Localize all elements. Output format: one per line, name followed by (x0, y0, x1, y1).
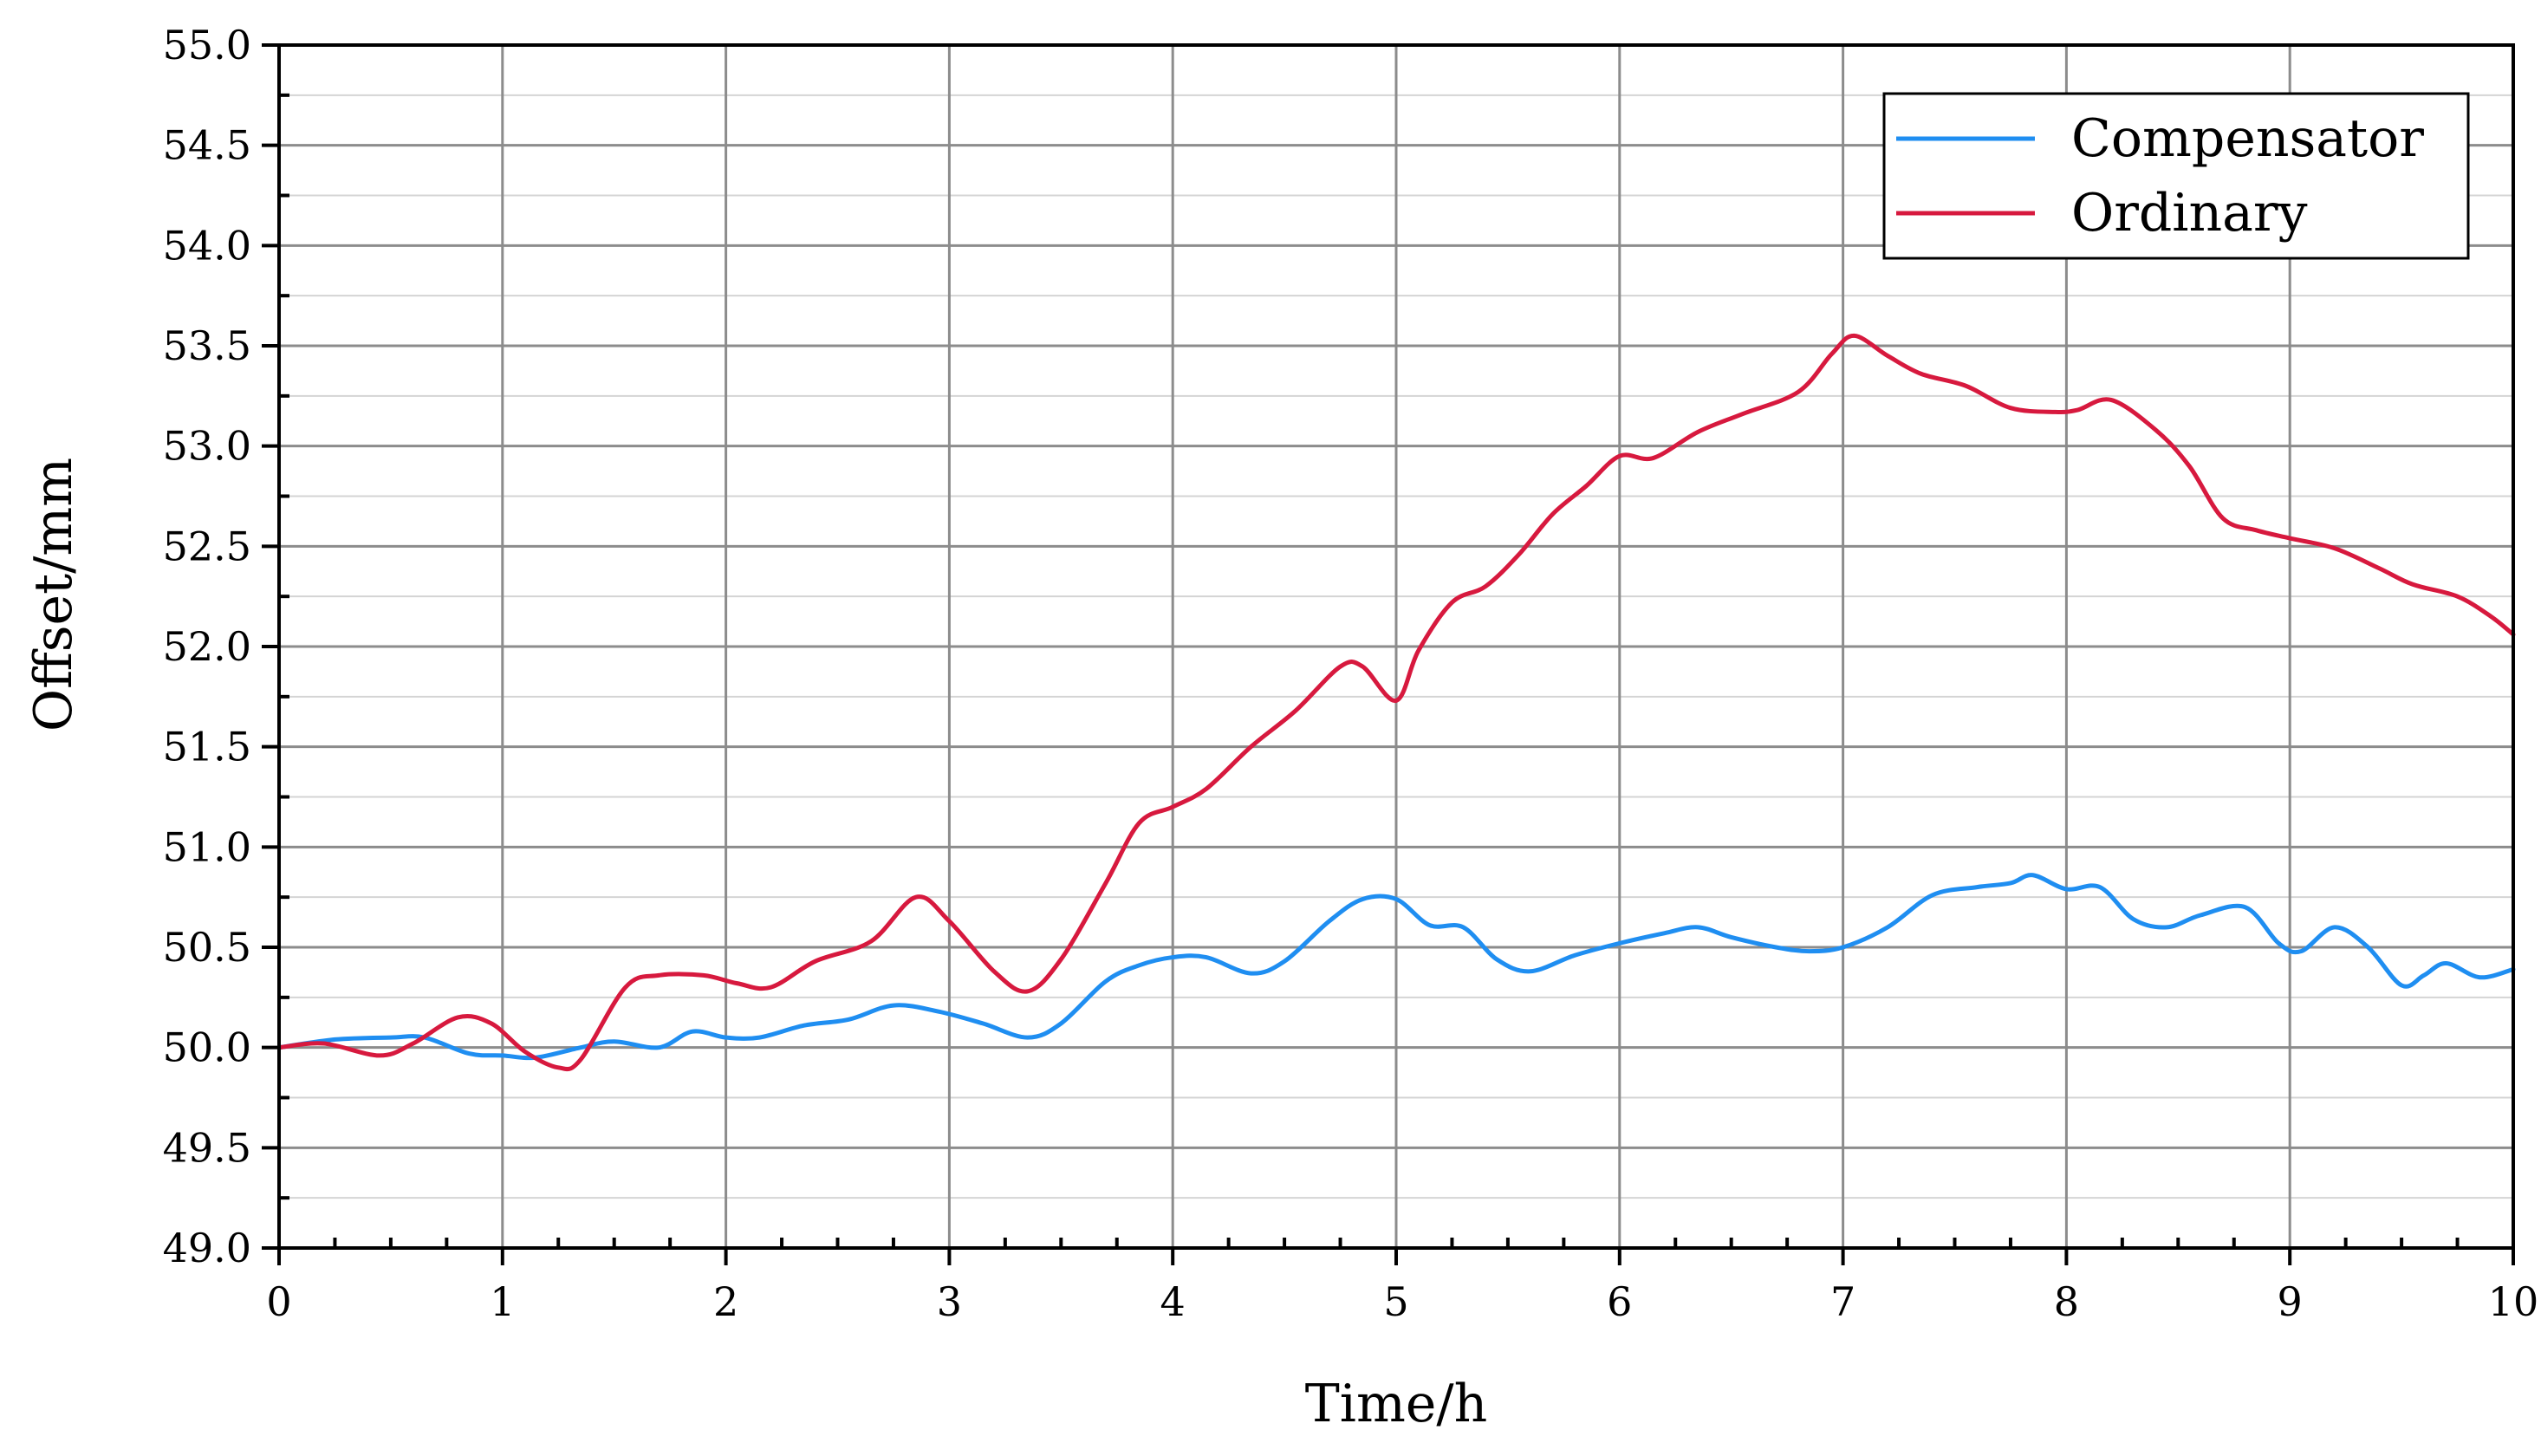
legend-label-compensator: Compensator (2071, 108, 2424, 169)
y-tick-label: 52.5 (163, 523, 251, 569)
y-tick-label: 52.0 (163, 623, 251, 670)
y-tick-labels: 49.0 49.5 50.0 50.5 51.0 51.5 52.0 52.5 53.0 53.5… (163, 22, 251, 1271)
x-tick-label: 0 (266, 1278, 291, 1325)
series-line-compensator (276, 873, 2516, 1061)
x-tick-label: 6 (1607, 1278, 1632, 1325)
axis-ticks (262, 43, 2515, 1265)
x-tick-label: 3 (937, 1278, 962, 1325)
y-tick-label: 51.5 (163, 724, 251, 770)
x-tick-label: 4 (1160, 1278, 1186, 1325)
x-tick-label: 10 (2488, 1278, 2539, 1325)
x-tick-label: 9 (2278, 1278, 2303, 1325)
y-tick-label: 49.5 (163, 1124, 251, 1171)
y-tick-label: 51.0 (163, 823, 251, 870)
y-tick-label: 53.0 (163, 423, 251, 470)
y-tick-label: 50.5 (163, 924, 251, 971)
x-tick-label: 7 (1830, 1278, 1855, 1325)
y-tick-label: 55.0 (163, 22, 251, 68)
y-tick-label: 49.0 (163, 1225, 251, 1271)
legend-box (1882, 92, 2470, 260)
x-tick-labels: 0 1 2 3 4 5 6 7 8 9 10 (266, 1278, 2538, 1325)
y-tick-label: 53.5 (163, 322, 251, 369)
y-tick-label: 50.0 (163, 1024, 251, 1071)
legend-label-ordinary: Ordinary (2071, 183, 2308, 244)
series-line-ordinary (276, 333, 2516, 1072)
x-tick-label: 8 (2054, 1278, 2079, 1325)
x-tick-label: 5 (1383, 1278, 1408, 1325)
series-layer (276, 333, 2516, 1072)
x-tick-label: 1 (490, 1278, 515, 1325)
y-axis-title: Offset/mm (23, 458, 84, 731)
y-tick-label: 54.0 (163, 222, 251, 269)
x-axis-title: Time/h (1305, 1374, 1487, 1434)
y-tick-label: 54.5 (163, 122, 251, 169)
x-tick-label: 2 (713, 1278, 738, 1325)
legend: Compensator Ordinary (1882, 92, 2470, 260)
